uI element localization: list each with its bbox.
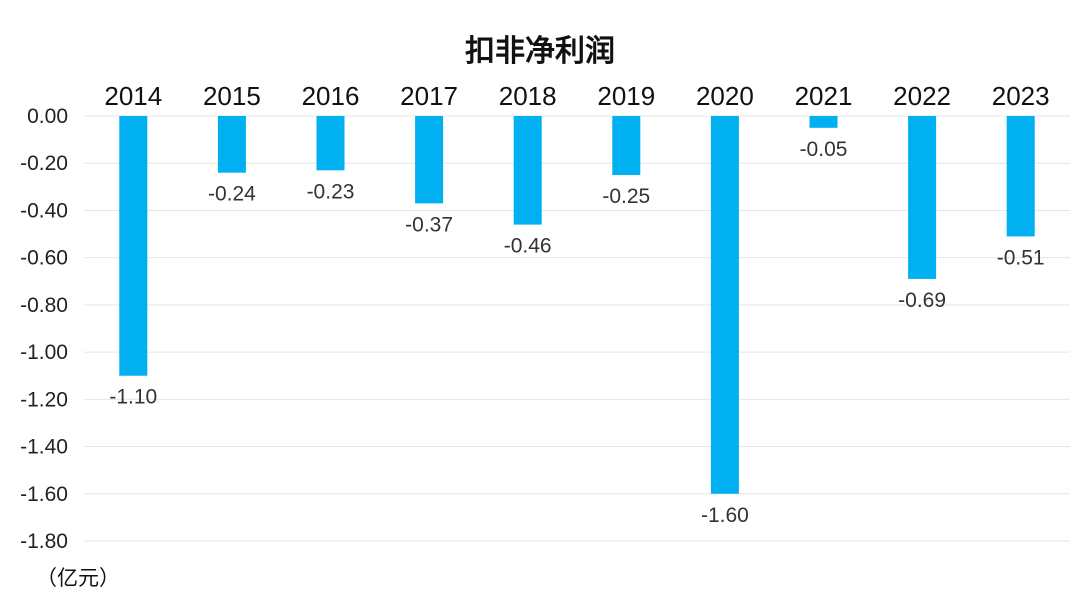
data-label: -0.51: [997, 246, 1045, 269]
y-tick-label: 0.00: [27, 105, 68, 128]
bar: [316, 116, 345, 171]
category-label: 2021: [795, 81, 853, 111]
unit-label: （亿元）: [36, 566, 120, 590]
category-label: 2018: [499, 81, 557, 111]
y-tick-label: -0.60: [20, 247, 68, 270]
category-label: 2022: [893, 81, 951, 111]
category-labels: 2014 2015 2016 2017 2018 2019 2020 2021 2022 2023: [104, 81, 1049, 111]
data-label: -0.23: [307, 180, 355, 203]
bars: [119, 116, 1035, 494]
y-tick-label: -1.00: [20, 341, 68, 364]
chart-title: 扣非净利润: [465, 34, 615, 69]
bar: [513, 116, 542, 225]
bar: [217, 116, 246, 173]
data-label: -0.05: [800, 138, 848, 161]
y-tick-label: -1.60: [20, 483, 68, 506]
category-label: 2020: [696, 81, 754, 111]
y-tick-label: -1.20: [20, 388, 68, 411]
y-tick-label: -1.40: [20, 436, 68, 459]
bar: [1006, 116, 1035, 237]
bar: [415, 116, 444, 204]
bar: [710, 116, 739, 494]
y-tick-label: -0.40: [20, 199, 68, 222]
bar: [809, 116, 838, 128]
data-label: -0.24: [208, 183, 256, 206]
category-label: 2017: [400, 81, 458, 111]
category-label: 2016: [302, 81, 360, 111]
y-tick-label: -0.20: [20, 152, 68, 175]
bar: [119, 116, 148, 376]
data-label: -0.46: [504, 235, 552, 258]
bar: [612, 116, 641, 176]
data-label: -0.25: [602, 185, 650, 208]
data-label: -1.10: [109, 386, 157, 409]
y-axis-ticks: 0.00 -0.20 -0.40 -0.60 -0.80 -1.00 -1.20 -1.40 -…: [20, 105, 68, 553]
y-tick-label: -1.80: [20, 530, 68, 553]
data-label: -0.37: [405, 213, 453, 236]
data-labels: -1.10 -0.24 -0.23 -0.37 -0.46 -0.25 -1.60 -0.05…: [109, 138, 1044, 527]
data-label: -1.60: [701, 504, 749, 527]
gridlines: [84, 115, 1070, 542]
bar: [908, 116, 937, 279]
category-label: 2014: [104, 81, 162, 111]
data-label: -0.69: [898, 289, 946, 312]
y-tick-label: -0.80: [20, 294, 68, 317]
category-label: 2023: [992, 81, 1050, 111]
category-label: 2015: [203, 81, 261, 111]
category-label: 2019: [597, 81, 655, 111]
